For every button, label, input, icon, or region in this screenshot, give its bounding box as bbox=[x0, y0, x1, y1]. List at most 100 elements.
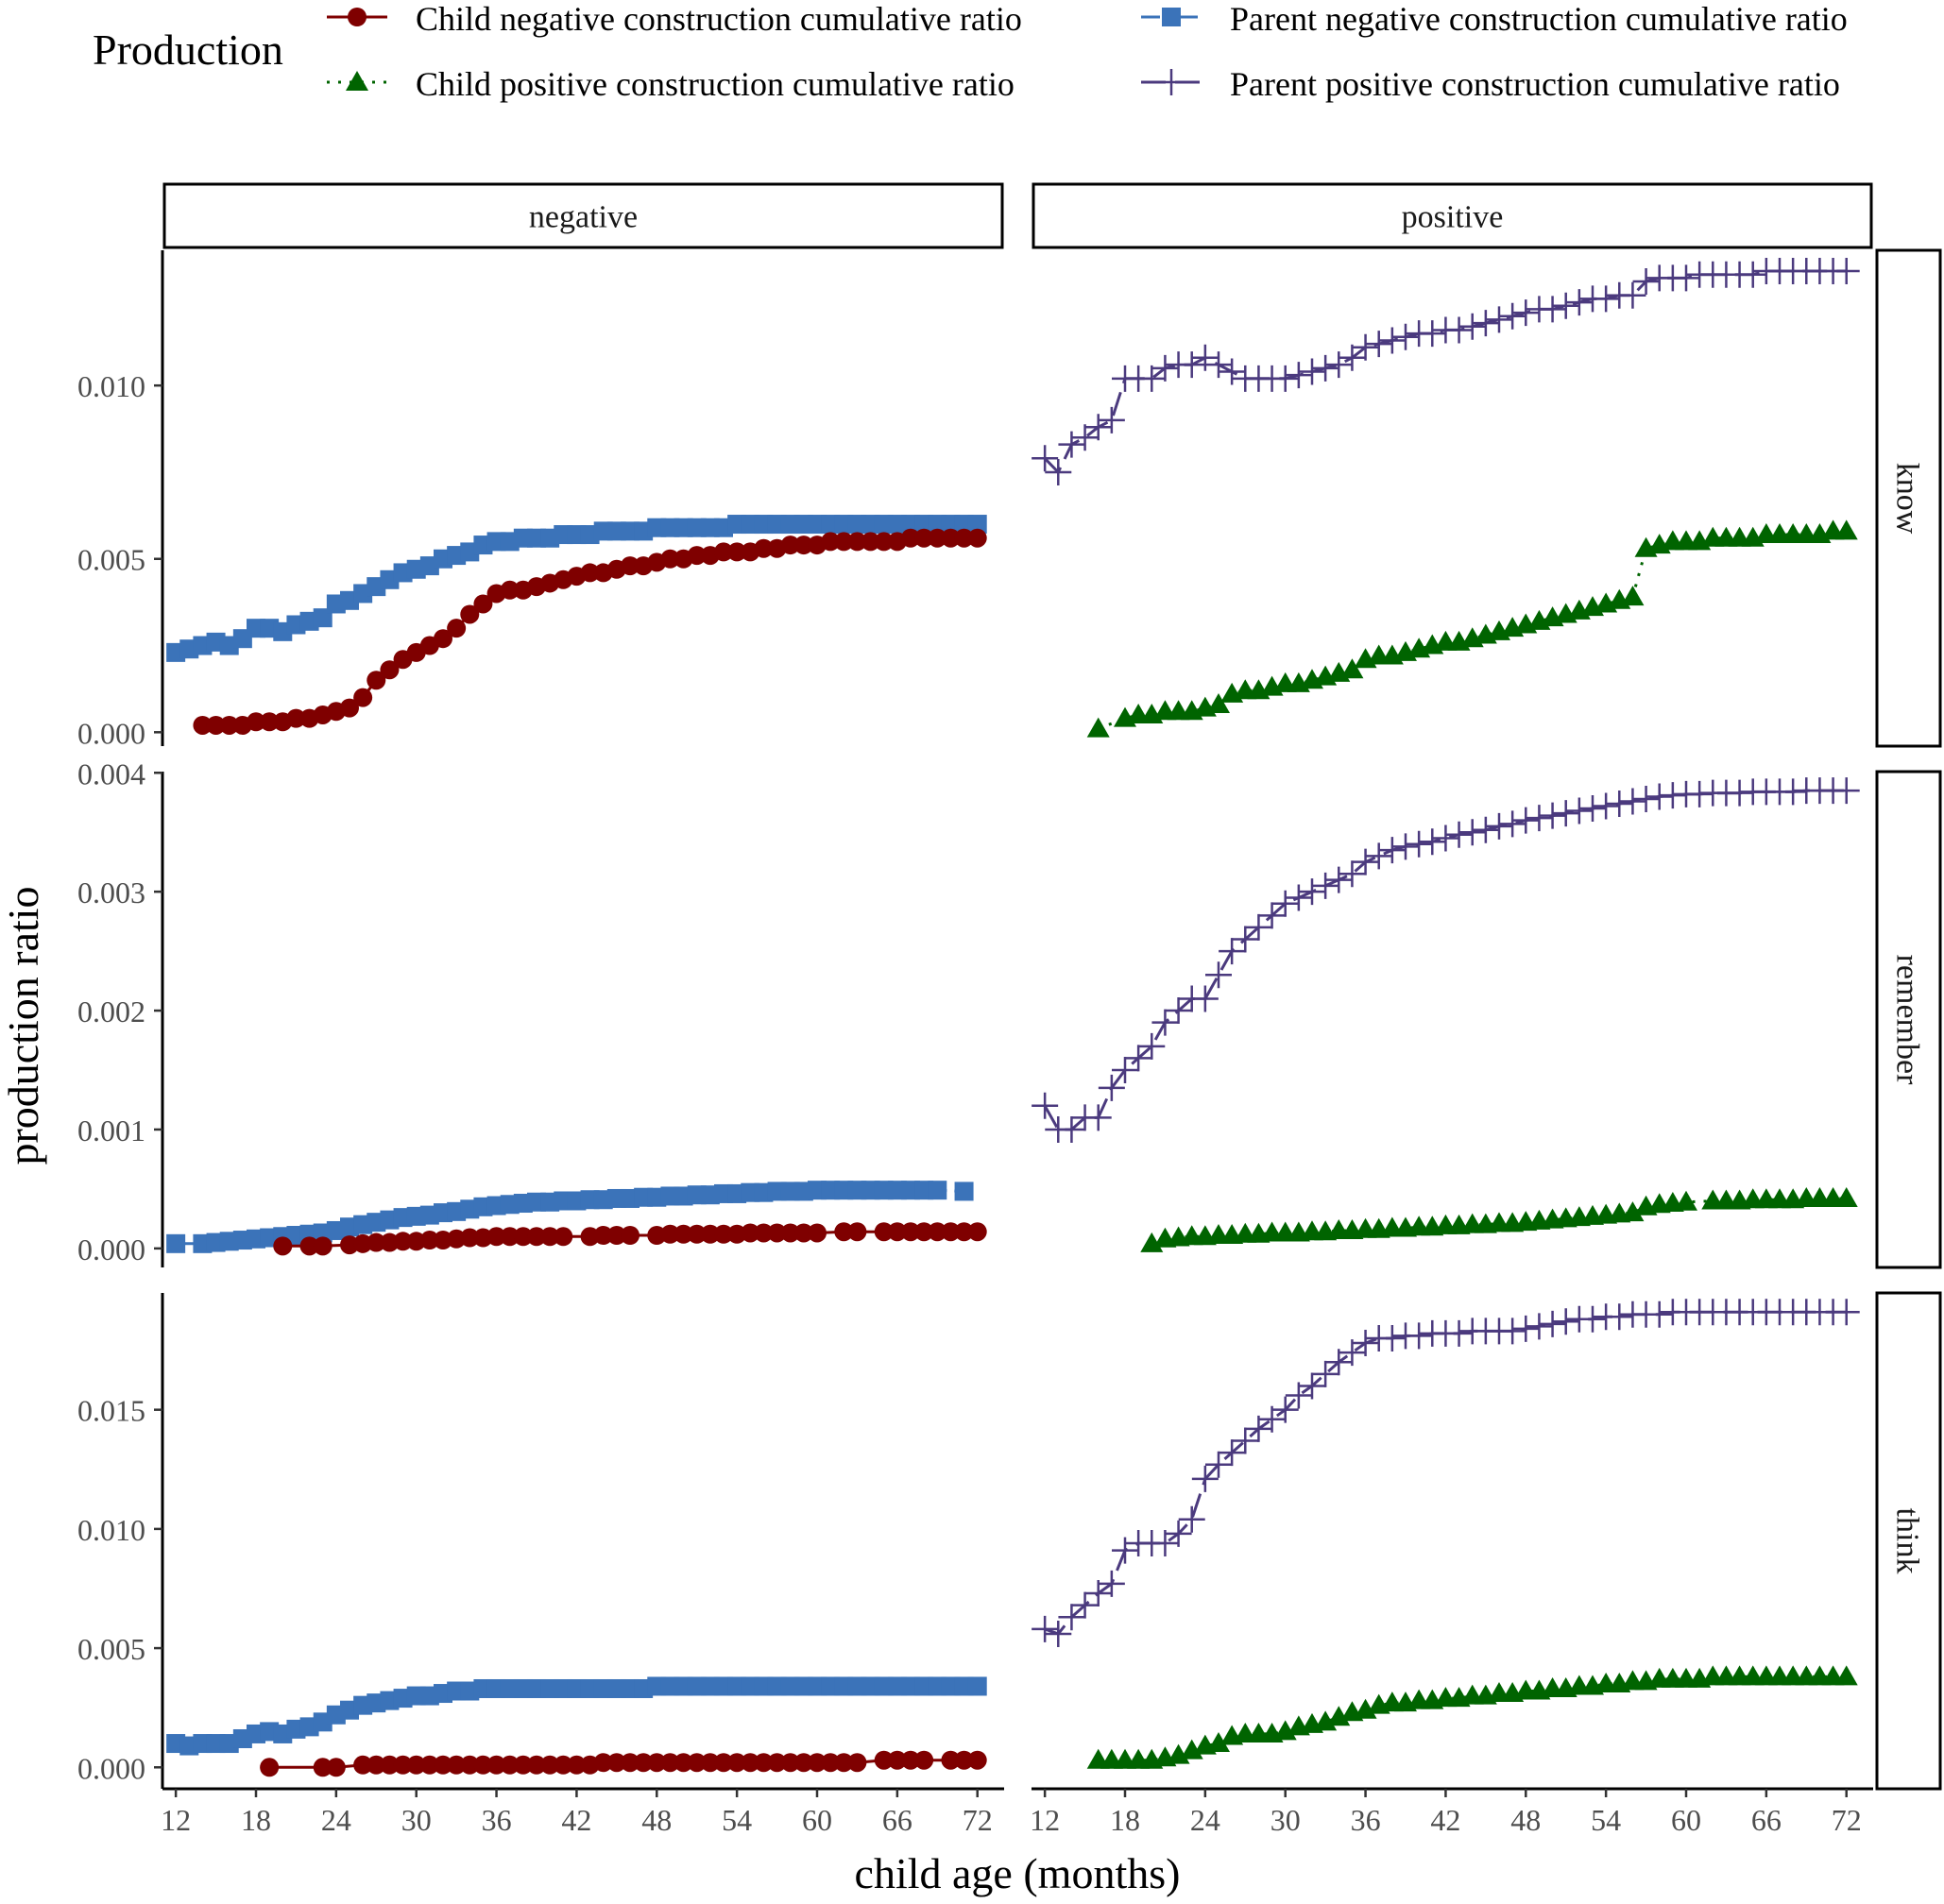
data-point bbox=[754, 1753, 774, 1773]
data-point bbox=[1552, 292, 1579, 319]
y-tick-label: 0.005 bbox=[77, 543, 145, 577]
data-point bbox=[1084, 414, 1112, 441]
data-point bbox=[1219, 358, 1246, 385]
data-point bbox=[247, 712, 265, 732]
data-point bbox=[554, 1755, 573, 1775]
data-point bbox=[660, 549, 680, 569]
data-point bbox=[460, 1755, 480, 1775]
y-tick-label: 0.002 bbox=[77, 994, 145, 1028]
series-child-pos bbox=[1086, 1665, 1858, 1769]
data-point bbox=[1406, 830, 1433, 858]
y-axis-title: production ratio bbox=[0, 886, 47, 1164]
data-point bbox=[1539, 296, 1566, 323]
data-point bbox=[1312, 354, 1339, 382]
data-point bbox=[1084, 1104, 1112, 1131]
series-child-neg bbox=[193, 528, 987, 735]
data-point bbox=[1352, 1330, 1379, 1356]
data-point bbox=[313, 1236, 333, 1256]
data-point bbox=[1151, 1009, 1179, 1036]
data-point bbox=[1086, 717, 1110, 738]
data-point bbox=[834, 532, 854, 552]
data-point bbox=[393, 1232, 413, 1251]
data-point bbox=[1299, 878, 1325, 906]
data-point bbox=[780, 1753, 800, 1773]
data-point bbox=[1325, 351, 1353, 379]
legend: Production Child negative construction c… bbox=[93, 0, 1848, 103]
x-tick-label: 24 bbox=[1190, 1803, 1220, 1837]
data-point bbox=[1071, 1591, 1099, 1619]
data-point bbox=[1673, 264, 1699, 292]
data-point bbox=[193, 715, 213, 735]
data-point bbox=[447, 1755, 467, 1775]
data-point bbox=[1271, 890, 1299, 917]
data-point bbox=[1191, 344, 1219, 371]
data-point bbox=[1138, 1032, 1166, 1060]
data-point bbox=[1232, 926, 1259, 953]
data-point bbox=[808, 1223, 827, 1243]
data-point bbox=[1285, 1382, 1312, 1409]
legend-key-marker bbox=[346, 71, 368, 91]
data-point bbox=[1207, 692, 1230, 713]
data-point bbox=[1565, 797, 1593, 824]
series-child-pos bbox=[1140, 1186, 1858, 1252]
series-child-pos bbox=[1086, 519, 1858, 738]
y-axis-remember: 0.000 0.001 0.002 0.003 0.004 bbox=[77, 756, 164, 1267]
data-point bbox=[380, 660, 400, 680]
panel-think-negative bbox=[166, 1676, 987, 1777]
data-point bbox=[1593, 792, 1620, 820]
data-point bbox=[660, 1753, 680, 1773]
data-point bbox=[1245, 913, 1272, 941]
data-point bbox=[1445, 821, 1473, 848]
legend-label: Child positive construction cumulative r… bbox=[416, 65, 1015, 103]
data-point bbox=[914, 1222, 934, 1242]
data-point bbox=[647, 1753, 667, 1773]
data-point bbox=[1458, 819, 1486, 846]
panel-remember-positive bbox=[1032, 777, 1860, 1252]
data-point bbox=[500, 580, 520, 600]
x-tick-label: 72 bbox=[1832, 1803, 1862, 1837]
facet-panels bbox=[166, 258, 1860, 1777]
data-point bbox=[1392, 323, 1419, 350]
data-point bbox=[473, 594, 493, 614]
data-point bbox=[1032, 1615, 1059, 1642]
data-point bbox=[754, 1223, 774, 1243]
data-point bbox=[1378, 1324, 1406, 1352]
data-point bbox=[286, 708, 306, 728]
data-point bbox=[340, 698, 359, 718]
data-point bbox=[1032, 1092, 1059, 1119]
y-axis-think: 0.000 0.005 0.010 0.015 bbox=[77, 1293, 164, 1789]
legend-entry-parent-pos: Parent positive construction cumulative … bbox=[1141, 65, 1840, 103]
data-point bbox=[1071, 424, 1099, 451]
data-point bbox=[166, 1233, 186, 1253]
data-point bbox=[1258, 1405, 1286, 1433]
data-point bbox=[1045, 1620, 1072, 1647]
data-point bbox=[1112, 1537, 1138, 1564]
legend-label: Parent positive construction cumulative … bbox=[1230, 65, 1840, 103]
data-point bbox=[901, 1222, 920, 1242]
data-point bbox=[1593, 285, 1620, 313]
data-point bbox=[1045, 458, 1072, 485]
panel-know-negative bbox=[166, 515, 987, 735]
data-point bbox=[1833, 777, 1860, 805]
data-point bbox=[1686, 780, 1714, 808]
data-point bbox=[967, 528, 987, 548]
data-point bbox=[1432, 824, 1459, 852]
data-point bbox=[1232, 1427, 1259, 1454]
x-tick-label: 54 bbox=[722, 1803, 752, 1837]
data-point bbox=[1299, 1372, 1325, 1400]
data-point bbox=[593, 1226, 613, 1246]
y-tick-label: 0.010 bbox=[77, 1513, 145, 1547]
data-point bbox=[1098, 406, 1125, 434]
data-point bbox=[1032, 445, 1059, 472]
data-point bbox=[1271, 365, 1299, 392]
data-point bbox=[1339, 344, 1366, 371]
legend-label: Child negative construction cumulative r… bbox=[416, 0, 1022, 38]
strip-label: negative bbox=[529, 200, 638, 235]
data-point bbox=[486, 1755, 506, 1775]
x-tick-label: 18 bbox=[1110, 1803, 1140, 1837]
x-tick-label: 36 bbox=[482, 1803, 512, 1837]
data-point bbox=[714, 1224, 733, 1244]
data-point bbox=[1579, 1305, 1606, 1333]
data-point bbox=[967, 1222, 987, 1242]
data-point bbox=[273, 1236, 293, 1256]
